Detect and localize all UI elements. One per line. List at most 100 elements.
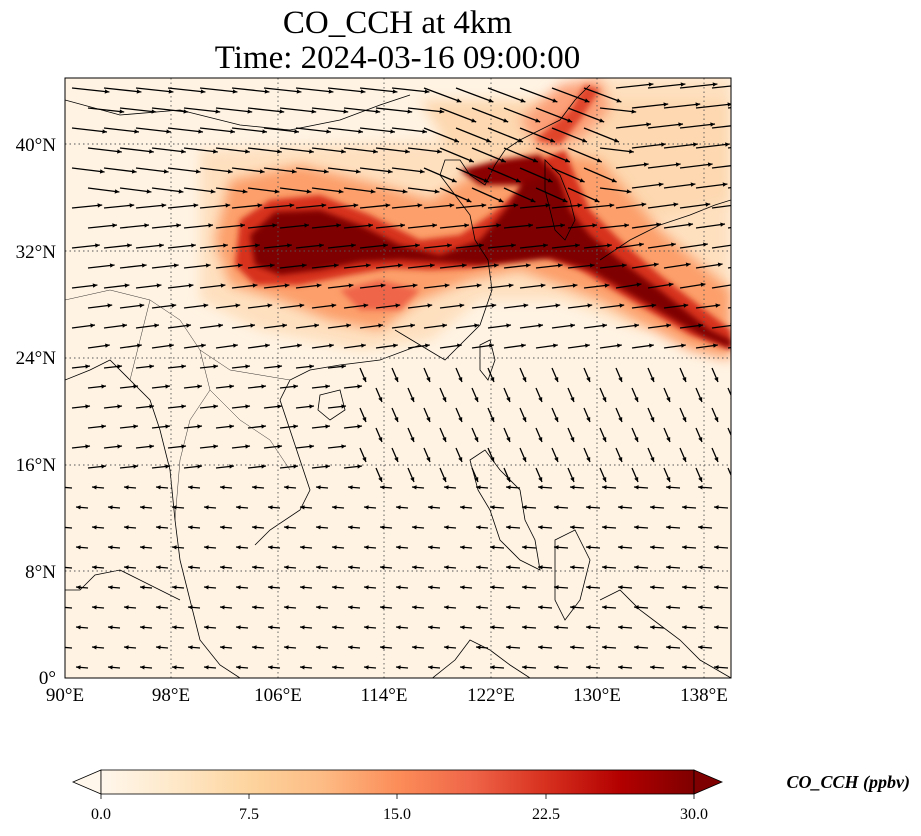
wind-vector-head xyxy=(92,485,97,490)
wind-vector-head xyxy=(442,437,447,442)
x-tick-label: 122°E xyxy=(467,685,515,706)
wind-vector-head xyxy=(204,585,209,590)
wind-vector-head xyxy=(117,149,122,154)
wind-vector xyxy=(247,224,278,229)
wind-vector-head xyxy=(205,263,211,268)
x-tick-label: 90°E xyxy=(46,685,84,706)
wind-vector-head xyxy=(476,525,481,530)
wind-vector xyxy=(71,127,108,133)
wind-vector xyxy=(71,167,105,173)
wind-vector-head xyxy=(236,625,241,630)
wind-vector-head xyxy=(582,138,587,143)
wind-vector xyxy=(487,204,519,209)
wind-vector-head xyxy=(634,485,639,490)
wind-vector-head xyxy=(490,417,495,422)
wind-vector-head xyxy=(338,189,344,194)
wind-vector-head xyxy=(412,645,417,650)
wind-vector-head xyxy=(439,109,445,114)
wind-vector-head xyxy=(442,477,447,482)
wind-vector-head xyxy=(186,323,191,328)
wind-vector-head xyxy=(261,384,266,389)
wind-vector-head xyxy=(616,98,622,103)
wind-vector-head xyxy=(476,283,482,288)
wind-vector xyxy=(519,167,553,183)
wind-vector-head xyxy=(412,485,417,490)
wind-vector-head xyxy=(555,303,561,308)
wind-vector-head xyxy=(156,525,161,530)
wind-vector-head xyxy=(348,485,353,490)
wind-vector xyxy=(247,187,280,193)
wind-vector-head xyxy=(682,457,687,462)
wind-vector-head xyxy=(200,89,206,94)
wind-vector-head xyxy=(634,605,639,610)
wind-vector xyxy=(183,187,216,193)
wind-vector-head xyxy=(252,565,257,570)
wind-vector xyxy=(407,107,445,113)
wind-vector-head xyxy=(522,665,527,670)
wind-vector-head xyxy=(257,203,263,208)
wind-vector xyxy=(359,127,396,133)
wind-vector-head xyxy=(682,417,687,422)
wind-vector-head xyxy=(181,364,186,369)
wind-vector-head xyxy=(108,545,113,550)
wind-vector-head xyxy=(447,243,452,248)
wind-vector-head xyxy=(396,665,401,670)
wind-vector xyxy=(583,167,617,183)
wind-vector xyxy=(375,224,406,229)
wind-vector xyxy=(727,186,731,189)
wind-vector-head xyxy=(188,605,193,610)
wind-vector-head xyxy=(552,98,558,103)
wind-vector xyxy=(103,127,140,133)
wind-vector xyxy=(631,143,666,149)
wind-vector-head xyxy=(357,424,362,429)
wind-vector-head xyxy=(188,485,193,490)
wind-vector-head xyxy=(668,282,674,287)
wind-vector xyxy=(551,167,585,183)
wind-vector-head xyxy=(618,417,623,422)
wind-vector-head xyxy=(611,178,617,183)
wind-vector-head xyxy=(634,437,639,442)
wind-vector xyxy=(295,87,334,93)
wind-vector-head xyxy=(104,89,110,94)
wind-vector-head xyxy=(279,109,285,114)
wind-vector-head xyxy=(737,202,742,206)
wind-vector-head xyxy=(740,162,745,166)
wind-vector-head xyxy=(521,343,526,348)
wind-vector-head xyxy=(650,505,655,510)
wind-vector-head xyxy=(458,417,463,422)
wind-vector-head xyxy=(76,625,81,630)
wind-vector-head xyxy=(124,485,129,490)
wind-vector-head xyxy=(759,102,764,106)
wind-vector-head xyxy=(557,263,563,268)
wind-vector-head xyxy=(650,665,655,670)
wind-vector xyxy=(695,223,726,229)
wind-vector xyxy=(231,127,268,133)
wind-vector-head xyxy=(596,158,602,163)
wind-vector-head xyxy=(444,605,449,610)
wind-vector-head xyxy=(522,417,527,422)
wind-vector-head xyxy=(261,464,266,469)
wind-vector xyxy=(119,147,154,153)
wind-vector-head xyxy=(698,605,703,610)
wind-vector xyxy=(167,167,201,173)
wind-vector-head xyxy=(365,263,371,268)
wind-vector xyxy=(519,127,556,143)
colorbar-tick-label: 7.5 xyxy=(239,806,259,823)
wind-vector-head xyxy=(378,477,383,482)
wind-vector-head xyxy=(395,303,401,308)
wind-vector-head xyxy=(547,178,553,183)
wind-vector xyxy=(103,244,132,249)
wind-vector-head xyxy=(215,109,221,114)
wind-vector-head xyxy=(599,118,605,123)
wind-vector-head xyxy=(198,129,203,134)
wind-vector xyxy=(119,187,152,193)
wind-vector-head xyxy=(586,377,591,382)
wind-vector-head xyxy=(144,223,149,228)
wind-vector-head xyxy=(252,485,257,490)
wind-vector-head xyxy=(429,263,435,268)
wind-vector xyxy=(231,167,265,173)
wind-vector-head xyxy=(460,665,465,670)
wind-vector-head xyxy=(154,323,159,328)
wind-vector-head xyxy=(698,397,703,402)
wind-vector xyxy=(631,103,669,109)
